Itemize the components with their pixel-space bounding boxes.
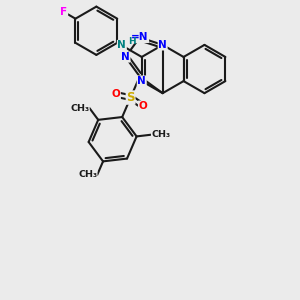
Text: F: F [60, 7, 68, 17]
Text: CH₃: CH₃ [151, 130, 170, 139]
Text: CH₃: CH₃ [70, 103, 89, 112]
Text: CH₃: CH₃ [78, 170, 97, 179]
Text: N: N [137, 76, 146, 86]
Text: H: H [128, 38, 136, 46]
Text: O: O [139, 101, 147, 111]
Text: N: N [118, 40, 126, 50]
Text: O: O [112, 89, 120, 99]
Text: N: N [121, 52, 130, 62]
Text: S: S [126, 91, 135, 104]
Text: N: N [158, 40, 167, 50]
Text: =N: =N [131, 32, 148, 42]
